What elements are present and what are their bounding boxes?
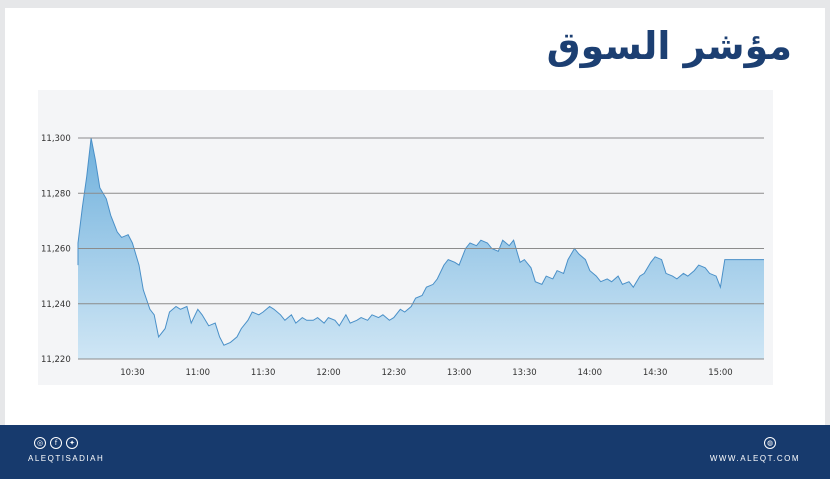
x-tick-label: 11:00 [186,368,211,378]
left-border [0,0,5,425]
x-tick-label: 12:30 [382,368,407,378]
x-tick-label: 14:00 [578,368,603,378]
footer-bar: ◎ f ✦ ALEQTISADIAH ◍ WWW.ALEQT.COM [0,425,830,479]
facebook-icon[interactable]: f [50,437,62,449]
social-icons: ◎ f ✦ [34,437,104,449]
globe-icon[interactable]: ◍ [764,437,776,449]
y-tick-label: 11,220 [41,355,71,365]
x-tick-label: 10:30 [120,368,145,378]
series-line [77,137,764,346]
market-index-chart: 11,220 11,240 11,260 11,280 11,300 10:30 11:0… [38,90,773,385]
x-tick-label: 13:30 [512,368,537,378]
x-tick-label: 11:30 [251,368,276,378]
page-title: مؤشر السوق [546,24,792,68]
x-tick-label: 13:00 [447,368,472,378]
y-tick-label: 11,300 [41,134,71,144]
footer-brand-right: ◍ WWW.ALEQT.COM [710,437,800,463]
right-border [825,0,830,425]
x-tick-label: 12:00 [316,368,341,378]
website-url: WWW.ALEQT.COM [709,454,800,463]
top-strip [0,0,830,8]
x-tick-label: 14:30 [643,368,668,378]
chart-container: 11,220 11,240 11,260 11,280 11,300 10:30 11:0… [38,90,773,389]
y-tick-label: 11,240 [41,300,71,310]
footer-brand-left: ◎ f ✦ ALEQTISADIAH [28,437,104,463]
y-tick-label: 11,280 [41,189,71,199]
instagram-icon[interactable]: ◎ [34,437,46,449]
y-tick-label: 11,260 [41,245,71,255]
social-handle: ALEQTISADIAH [28,454,105,463]
twitter-icon[interactable]: ✦ [66,437,78,449]
x-tick-label: 15:00 [708,368,733,378]
web-icons: ◍ [710,437,776,449]
